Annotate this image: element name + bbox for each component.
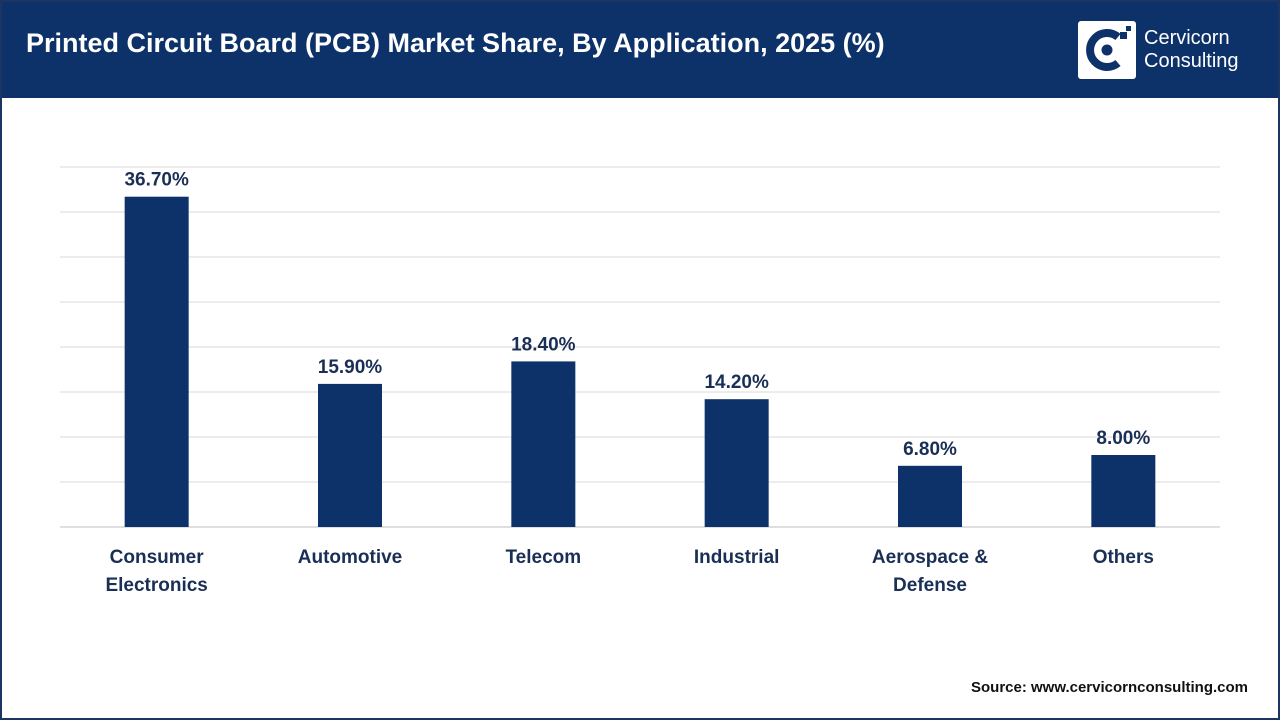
category-label: Consumer [110,547,205,568]
category-label: Industrial [694,547,780,568]
category-labels: Consumer Electronics Automotive Telecom Indu… [105,547,1154,596]
data-label: 6.80% [903,439,957,460]
cervicorn-logo-icon [1078,21,1136,79]
source-note: Source: www.cervicornconsulting.com [970,679,1248,696]
category-label: Electronics [105,575,207,596]
bar [318,383,382,527]
gridlines [60,166,1220,528]
category-label: Telecom [505,547,581,568]
category-label: Others [1093,547,1154,568]
logo-line-1: Cervicorn [1144,27,1230,49]
category-label: Defense [893,575,967,596]
logo-wordmark: Cervicorn Consulting [1144,27,1239,73]
value-labels: 36.70% 15.90% 18.40% 14.20% 6.80% 8.00% [124,170,1150,460]
data-label: 15.90% [318,357,383,378]
bar [704,399,769,527]
bar [898,465,962,527]
bar [124,196,189,527]
bars [124,196,1156,527]
logo-line-2: Consulting [1144,50,1239,72]
data-label: 18.40% [511,334,576,355]
bar [1091,455,1156,527]
data-label: 36.70% [124,170,189,191]
header-banner: Printed Circuit Board (PCB) Market Share… [2,2,1278,98]
data-label: 14.20% [704,372,769,393]
category-label: Aerospace & [872,547,988,568]
data-label: 8.00% [1096,428,1150,449]
page-title: Printed Circuit Board (PCB) Market Share… [26,28,885,58]
company-logo: Cervicorn Consulting [1078,21,1260,81]
bar [511,361,576,527]
category-label: Automotive [298,547,403,568]
